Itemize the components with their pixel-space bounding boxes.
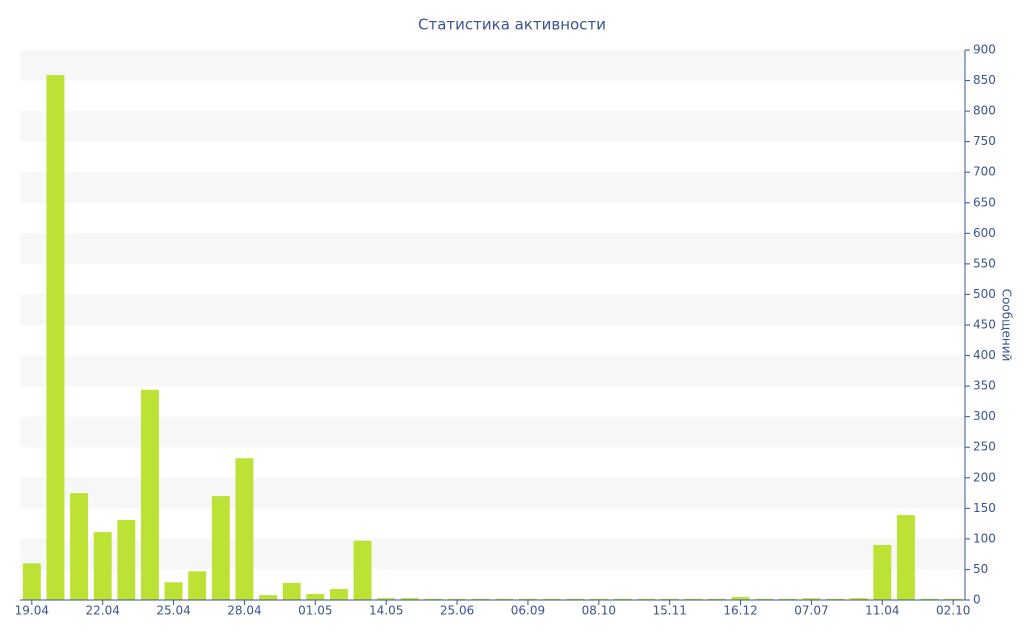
bar (778, 598, 797, 600)
y-tick-label: 250 (973, 440, 996, 454)
grid-band (20, 477, 965, 509)
y-tick-label: 900 (973, 43, 996, 57)
bar (542, 598, 561, 600)
y-tick-label: 0 (973, 593, 981, 607)
bar (140, 389, 159, 600)
y-tick-label: 150 (973, 501, 996, 515)
bar (495, 598, 514, 600)
bar (826, 598, 845, 600)
grid-band (20, 172, 965, 203)
y-tick-label: 400 (973, 348, 996, 362)
bar (755, 598, 774, 600)
y-tick-label: 650 (973, 195, 996, 209)
bar (282, 582, 301, 600)
grid-band (20, 50, 965, 81)
bar (613, 598, 632, 600)
bar (684, 598, 703, 600)
grid-band (20, 355, 965, 387)
bar (707, 598, 726, 600)
chart-title: Статистика активности (418, 16, 606, 34)
x-tick-label: 01.05 (298, 604, 332, 618)
bar (329, 589, 348, 600)
bar (920, 598, 939, 600)
bar (849, 598, 868, 600)
bar (471, 598, 490, 600)
x-tick-label: 19.04 (15, 604, 49, 618)
bar (259, 595, 278, 600)
bar (306, 593, 325, 600)
x-tick-label: 14.05 (369, 604, 403, 618)
y-tick-label: 750 (973, 134, 996, 148)
bar (424, 598, 443, 600)
y-axis-label: Сообщений (1000, 289, 1014, 362)
bar (660, 598, 679, 600)
bar (518, 598, 537, 600)
bar (400, 598, 419, 600)
y-tick-label: 350 (973, 379, 996, 393)
bar (731, 596, 750, 600)
x-tick-label: 11.04 (865, 604, 899, 618)
grid-band (20, 416, 965, 448)
bar (117, 519, 136, 600)
grid-band (20, 233, 965, 264)
y-tick-label: 500 (973, 287, 996, 301)
y-tick-label: 850 (973, 73, 996, 87)
bar (589, 598, 608, 600)
bar (70, 493, 89, 600)
bar (164, 582, 183, 600)
bar (235, 458, 254, 600)
bar (802, 598, 821, 600)
bar (377, 598, 396, 600)
bar (93, 532, 112, 600)
x-tick-label: 07.07 (794, 604, 828, 618)
bar (448, 598, 467, 600)
x-tick-label: 16.12 (723, 604, 757, 618)
y-tick-label: 600 (973, 226, 996, 240)
bar (211, 496, 230, 600)
y-tick-label: 100 (973, 531, 996, 545)
x-tick-label: 08.10 (582, 604, 616, 618)
x-tick-label: 06.09 (511, 604, 545, 618)
grid-band (20, 111, 965, 142)
y-tick-label: 450 (973, 318, 996, 332)
y-tick-label: 200 (973, 470, 996, 484)
bar (188, 571, 207, 600)
y-tick-label: 300 (973, 409, 996, 423)
x-tick-label: 28.04 (227, 604, 261, 618)
bar (46, 75, 65, 601)
bar (566, 598, 585, 600)
x-tick-label: 22.04 (86, 604, 120, 618)
x-tick-label: 02.10 (936, 604, 970, 618)
bar (944, 598, 963, 600)
y-tick-label: 700 (973, 165, 996, 179)
grid-band (20, 294, 965, 325)
x-tick-label: 25.04 (156, 604, 190, 618)
bar (353, 540, 372, 600)
y-tick-label: 550 (973, 256, 996, 270)
bar (873, 545, 892, 600)
bar (896, 515, 915, 600)
x-tick-label: 15.11 (653, 604, 687, 618)
bar (22, 563, 41, 600)
y-tick-label: 50 (973, 562, 988, 576)
grid-band (20, 538, 965, 570)
bar (637, 598, 656, 600)
x-tick-label: 25.06 (440, 604, 474, 618)
y-tick-label: 800 (973, 104, 996, 118)
